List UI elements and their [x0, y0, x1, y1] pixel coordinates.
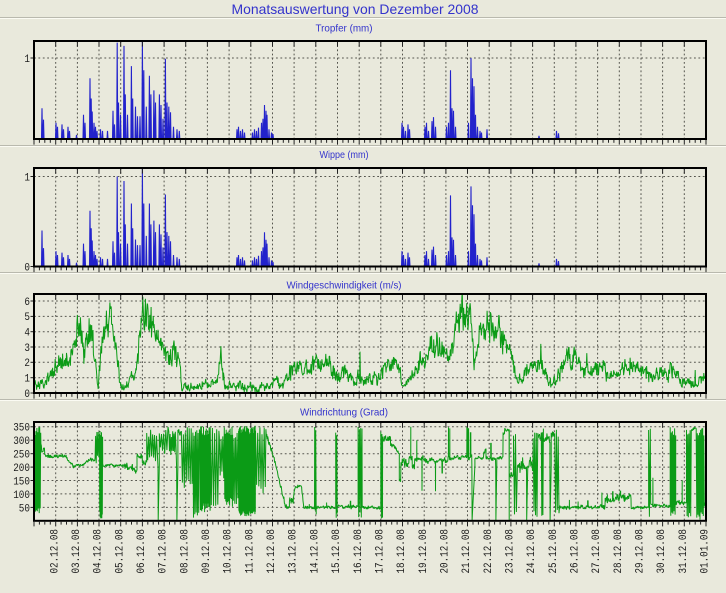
svg-text:1: 1: [24, 54, 30, 66]
svg-text:5: 5: [24, 312, 30, 324]
svg-text:30.12.08: 30.12.08: [656, 529, 668, 574]
svg-text:Wippe (mm): Wippe (mm): [320, 149, 369, 161]
svg-text:0: 0: [24, 389, 30, 401]
svg-text:31.12.08: 31.12.08: [678, 529, 690, 574]
svg-text:25.12.08: 25.12.08: [548, 529, 560, 574]
svg-text:29.12.08: 29.12.08: [635, 529, 647, 574]
svg-text:6: 6: [24, 297, 30, 309]
svg-text:250: 250: [13, 450, 30, 462]
svg-text:26.12.08: 26.12.08: [570, 529, 582, 574]
svg-text:08.12.08: 08.12.08: [179, 529, 191, 574]
svg-text:22.12.08: 22.12.08: [483, 529, 495, 574]
svg-text:4: 4: [24, 328, 30, 340]
svg-text:Tropfer (mm): Tropfer (mm): [316, 23, 373, 35]
svg-text:200: 200: [13, 463, 30, 475]
svg-text:350: 350: [13, 423, 30, 435]
svg-text:09.12.08: 09.12.08: [201, 529, 213, 574]
svg-text:3: 3: [24, 343, 30, 355]
svg-text:17.12.08: 17.12.08: [374, 529, 386, 574]
svg-text:04.12.08: 04.12.08: [93, 529, 105, 574]
svg-text:20.12.08: 20.12.08: [440, 529, 452, 574]
svg-text:0: 0: [24, 262, 30, 274]
svg-text:07.12.08: 07.12.08: [158, 529, 170, 574]
svg-text:15.12.08: 15.12.08: [331, 529, 343, 574]
svg-text:11.12.08: 11.12.08: [244, 529, 256, 574]
svg-text:2: 2: [24, 358, 30, 370]
svg-text:100: 100: [13, 490, 30, 502]
svg-text:12.12.08: 12.12.08: [266, 529, 278, 574]
svg-text:06.12.08: 06.12.08: [136, 529, 148, 574]
svg-text:13.12.08: 13.12.08: [288, 529, 300, 574]
svg-text:150: 150: [13, 476, 30, 488]
svg-text:16.12.08: 16.12.08: [353, 529, 365, 574]
svg-text:03.12.08: 03.12.08: [71, 529, 83, 574]
svg-text:14.12.08: 14.12.08: [309, 529, 321, 574]
svg-text:1: 1: [24, 172, 30, 184]
svg-text:Monatsauswertung von Dezember: Monatsauswertung von Dezember 2008: [232, 1, 479, 17]
svg-text:27.12.08: 27.12.08: [591, 529, 603, 574]
svg-text:1: 1: [24, 374, 30, 386]
svg-text:28.12.08: 28.12.08: [613, 529, 625, 574]
svg-text:24.12.08: 24.12.08: [526, 529, 538, 574]
svg-text:02.12.08: 02.12.08: [49, 529, 61, 574]
svg-text:01.01.09: 01.01.09: [700, 529, 712, 574]
svg-text:50: 50: [19, 503, 30, 515]
svg-text:23.12.08: 23.12.08: [505, 529, 517, 574]
svg-text:Windgeschwindigkeit (m/s): Windgeschwindigkeit (m/s): [287, 280, 402, 292]
svg-text:Windrichtung (Grad): Windrichtung (Grad): [300, 407, 388, 419]
svg-text:18.12.08: 18.12.08: [396, 529, 408, 574]
svg-text:10.12.08: 10.12.08: [223, 529, 235, 574]
svg-text:21.12.08: 21.12.08: [461, 529, 473, 574]
svg-text:05.12.08: 05.12.08: [114, 529, 126, 574]
svg-text:19.12.08: 19.12.08: [418, 529, 430, 574]
svg-text:300: 300: [13, 436, 30, 448]
